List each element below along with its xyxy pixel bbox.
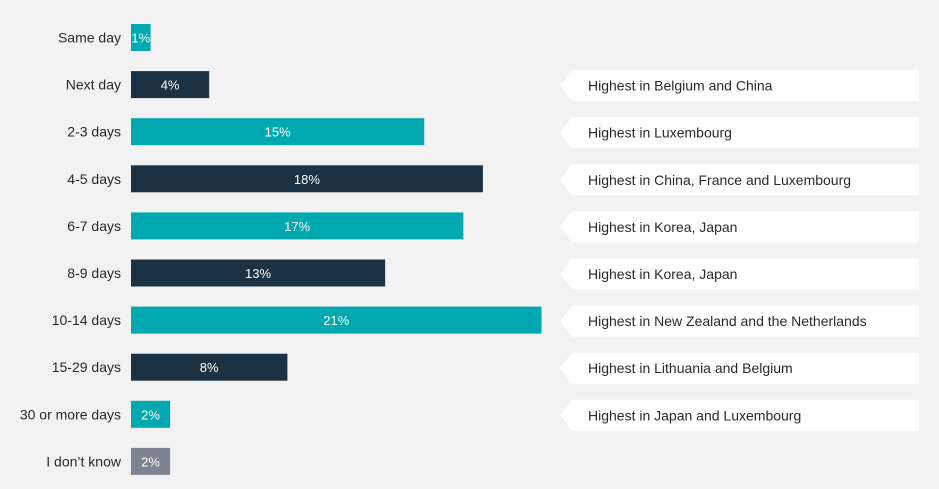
category-label: 4-5 days bbox=[67, 171, 121, 187]
bar bbox=[131, 259, 386, 287]
bar-value-label: 1% bbox=[131, 31, 150, 46]
annotations-layer: Highest in Belgium and China Highest in L… bbox=[560, 70, 919, 431]
category-label: 2-3 days bbox=[67, 124, 121, 140]
bar-value-label: 17% bbox=[284, 219, 310, 234]
bar bbox=[131, 24, 151, 51]
annotation-text: Highest in Korea, Japan bbox=[588, 266, 737, 282]
bar-value-label: 2% bbox=[141, 454, 160, 469]
bar bbox=[131, 165, 483, 193]
annotation-text: Highest in Japan and Luxembourg bbox=[588, 407, 801, 423]
category-label: I don’t know bbox=[46, 453, 122, 469]
bar-value-label: 8% bbox=[200, 360, 219, 375]
bar-value-label: 4% bbox=[161, 78, 180, 93]
bar bbox=[131, 400, 171, 428]
category-label: 10-14 days bbox=[52, 312, 121, 328]
bar-value-label: 21% bbox=[323, 313, 349, 328]
bars-layer: Same day 1% Next day 4% 2-3 days 15% 4-5 days 1… bbox=[20, 24, 542, 475]
category-label: Same day bbox=[58, 30, 121, 46]
category-label: 8-9 days bbox=[67, 265, 121, 281]
annotation-callout bbox=[560, 258, 919, 290]
annotation-callout bbox=[560, 70, 919, 102]
bar bbox=[131, 306, 542, 334]
bar-value-label: 15% bbox=[265, 125, 291, 140]
annotation-callout bbox=[560, 164, 919, 196]
category-label: Next day bbox=[66, 77, 121, 93]
annotation-callout bbox=[560, 305, 919, 337]
category-label: 6-7 days bbox=[67, 218, 121, 234]
bar-value-label: 2% bbox=[141, 407, 160, 422]
annotation-text: Highest in China, France and Luxembourg bbox=[588, 172, 851, 188]
annotation-callout bbox=[560, 117, 919, 149]
bar bbox=[131, 353, 288, 381]
annotation-callout bbox=[560, 399, 919, 431]
bar bbox=[131, 447, 171, 475]
annotation-text: Highest in Belgium and China bbox=[588, 78, 773, 94]
annotation-text: Highest in Lithuania and Belgium bbox=[588, 360, 793, 376]
annotation-text: Highest in Korea, Japan bbox=[588, 219, 737, 235]
annotation-text: Highest in New Zealand and the Netherlan… bbox=[588, 313, 867, 329]
bar bbox=[131, 71, 210, 99]
annotation-callout bbox=[560, 211, 919, 243]
annotation-callout bbox=[560, 352, 919, 384]
bar-value-label: 18% bbox=[294, 172, 320, 187]
bar bbox=[131, 118, 425, 146]
category-label: 30 or more days bbox=[20, 406, 121, 422]
category-label: 15-29 days bbox=[52, 359, 121, 375]
bar-value-label: 13% bbox=[245, 266, 271, 281]
annotation-text: Highest in Luxembourg bbox=[588, 125, 732, 141]
bar bbox=[131, 212, 464, 240]
